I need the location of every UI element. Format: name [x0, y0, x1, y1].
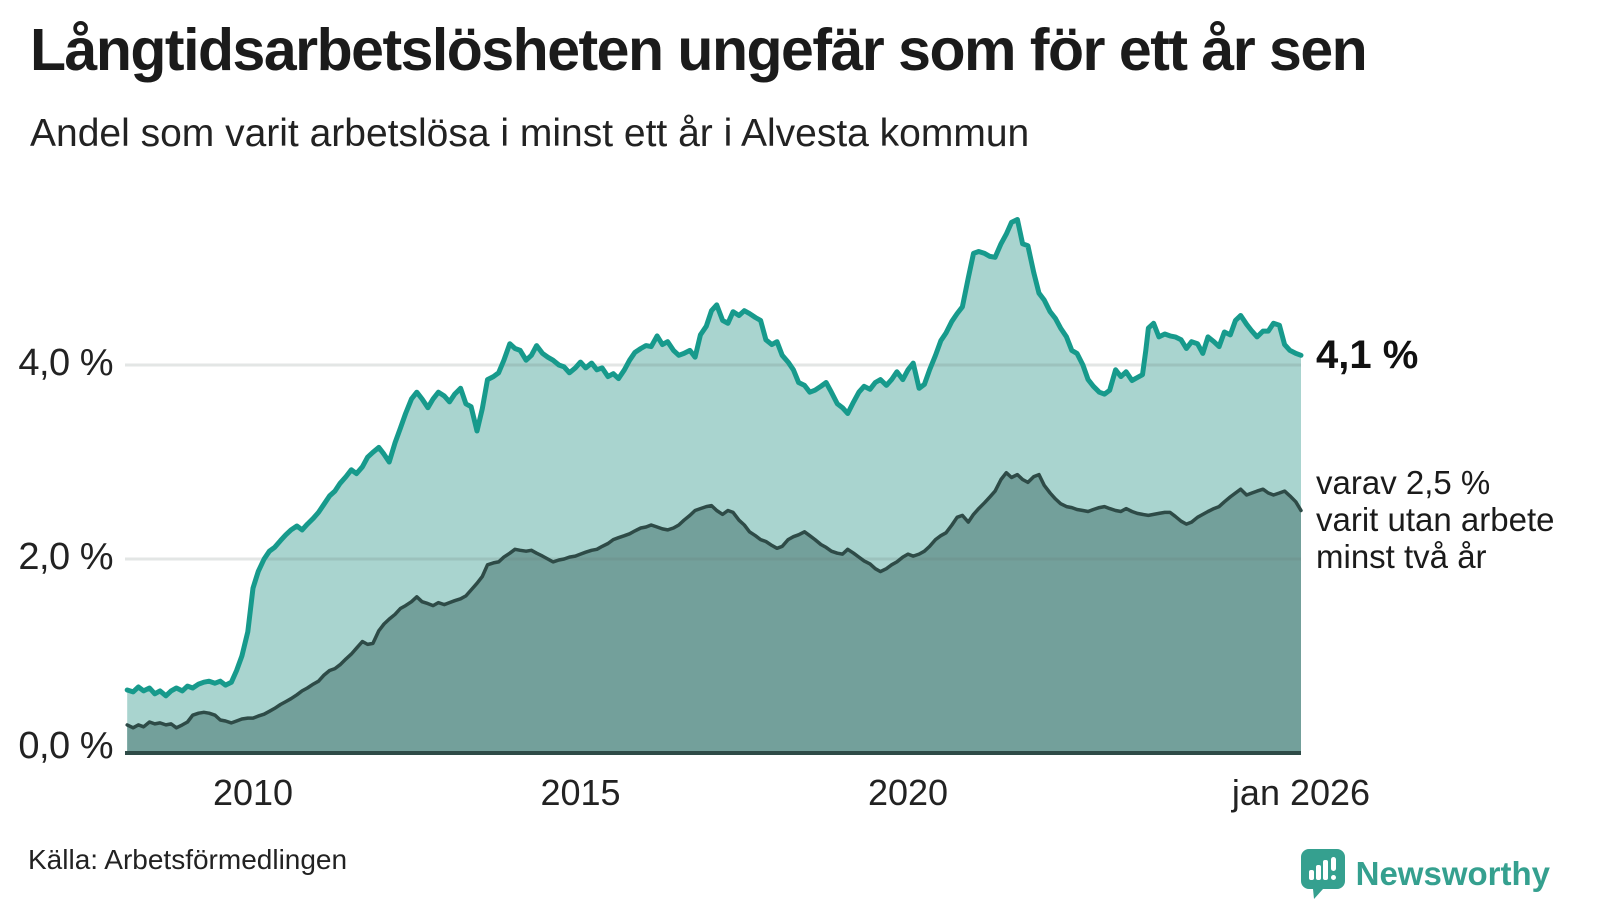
- x-axis-label-jan-2026: jan 2026: [1231, 772, 1371, 813]
- x-axis-label-2010: 2010: [212, 772, 294, 813]
- annotation-line-3: minst två år: [1316, 538, 1487, 575]
- x-axis-label-2020: 2020: [867, 772, 949, 813]
- page-title: Långtidsarbetslösheten ungefär som för e…: [30, 17, 1368, 83]
- series-end-value-total: 4,1 %: [1316, 333, 1419, 378]
- series-end-annotation-subset: varav 2,5 % varit utan arbete minst två …: [1316, 464, 1554, 575]
- annotation-line-1: varav 2,5 %: [1316, 464, 1491, 501]
- logo-bar-chart-glyph: [1308, 857, 1336, 880]
- x-axis-label-2015: 2015: [540, 772, 621, 813]
- source-note: Källa: Arbetsförmedlingen: [28, 844, 348, 875]
- annotation-line-2: varit utan arbete: [1316, 501, 1555, 538]
- page-subtitle: Andel som varit arbetslösa i minst ett å…: [30, 112, 1030, 155]
- y-axis-label-0: 0,0 %: [18, 725, 113, 767]
- newsworthy-logo-icon: [1300, 849, 1345, 899]
- brand-logo-lockup[interactable]: Newsworthy: [1300, 848, 1550, 900]
- y-axis-label-4: 4,0 %: [18, 342, 113, 384]
- y-axis-label-2: 2,0 %: [18, 536, 113, 578]
- brand-name: Newsworthy: [1355, 855, 1550, 892]
